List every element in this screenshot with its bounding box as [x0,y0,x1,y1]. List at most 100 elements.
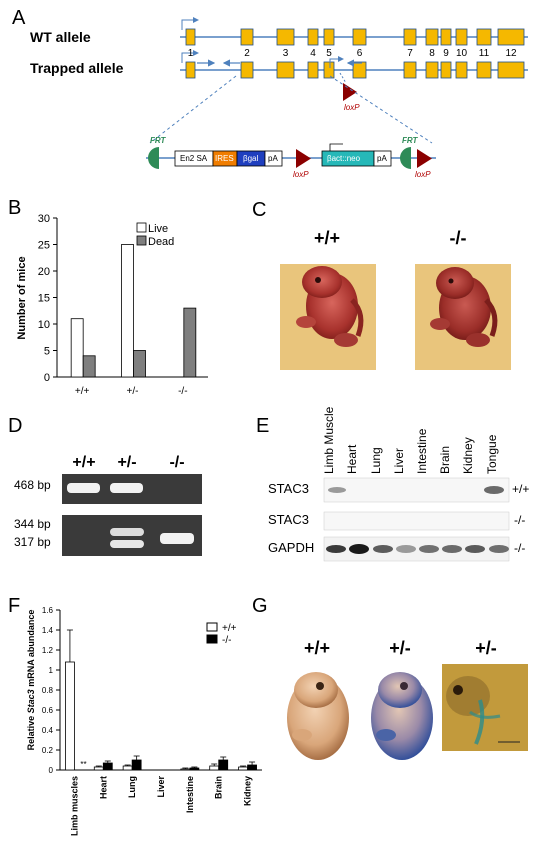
pa-box-1 [264,150,283,167]
embryo-wt [296,266,364,347]
chart-f-ytick-label: 0.2 [42,746,54,755]
loxp-label-mid: loxP [293,170,309,179]
loxp-label-top: loxP [344,103,360,112]
tissue-labels: Limb Muscle Heart Lung Liver Intestine Brain K… [322,406,499,474]
exon-number-5: 5 [326,48,332,59]
trapped-exon-12 [497,61,525,79]
band-ko-317 [160,533,194,544]
band-gapdh [465,545,485,553]
chart-b-bar [133,350,146,378]
chart-f-bar [102,762,113,771]
trapped-allele-label: Trapped allele [30,60,124,76]
band-gapdh [373,545,393,553]
tissue-label: Kidney [461,437,475,474]
band-wt-468 [67,483,100,493]
wt-exon-12 [497,28,525,46]
gel-lane-het: +/- [117,454,136,471]
embryo-ko [430,267,498,347]
band-gapdh [349,544,369,554]
neo-label: βact::neo [327,154,361,163]
panel-letter-c: C [252,199,266,221]
wt-exon-11 [476,28,492,46]
chart-b-ytick-label: 10 [38,319,50,331]
blot-row-1 [323,477,510,503]
chart-f-legend-label: +/+ [222,623,237,634]
band-stac3-tongue [484,486,504,494]
trapped-exon-11 [476,61,492,79]
expansion-line-left [149,75,237,144]
ires-label: IRES [215,154,234,163]
embryo-g-het [371,672,433,760]
wt-exon-8 [425,28,439,46]
chart-b-ylabel: Number of mice [16,256,28,339]
exon-number-1: 1 [188,48,194,59]
wt-exon-2 [240,28,254,46]
panel-g: G +/+ +/- +/- [252,595,528,760]
chart-b-ytick-label: 20 [38,266,50,278]
chart-b-ytick-label: 5 [44,346,50,358]
chart-f-ytick-label: 1 [49,666,54,675]
chart-f-xtick-label: Limb muscles [69,776,79,836]
trapped-exon-5 [323,61,335,79]
chart-b-legend-swatch [136,222,147,233]
chart-f-bar [209,765,220,771]
panel-letter-a: A [12,7,26,29]
chart-f-bar [247,764,257,771]
panel-letter-f: F [8,595,20,617]
chart-f-significance: ** [80,760,86,769]
wt-exon-5 [323,28,335,46]
tissue-label: Limb Muscle [322,406,336,474]
chart-f-legend-swatch [206,622,218,632]
wt-exons [185,28,525,46]
blot-row-1-genotype: +/+ [512,482,529,496]
chart-f-bar [131,759,142,771]
trapped-exon-6 [352,61,367,79]
chart-b-ytick-label: 25 [38,240,50,252]
embryo-g-label-3: +/- [475,638,497,658]
gel-lane-wt: +/+ [72,454,95,471]
chart-f-bar [93,766,104,771]
chart-b-bar [70,318,84,378]
panel-d: D +/+ +/- -/- 468 bp 344 bp 317 bp [8,415,202,556]
exon-number-6: 6 [357,48,363,59]
pa-label-2: pA [377,154,387,163]
exon-number-10: 10 [456,48,468,59]
embryo-g-label-2: +/- [389,638,411,658]
band-gapdh [442,545,462,553]
band-gapdh [326,545,346,553]
embryo-label-wt: +/+ [314,228,340,248]
gel-bp-468: 468 bp [14,478,51,492]
wt-exon-1 [185,28,196,46]
gel-lane-ko: -/- [169,454,184,471]
panel-f: F Relative Stac3 mRNA abundance 00.20.40… [8,595,262,836]
gel-bp-317: 317 bp [14,535,51,549]
tissue-label: Heart [345,444,359,474]
trapped-exon-4 [307,61,319,79]
chart-f-xtick-label: Lung [127,776,137,798]
trapped-exon-8 [425,61,439,79]
frt-left [148,147,159,169]
chart-b-ytick-label: 0 [44,372,50,384]
pa-label-1: pA [268,154,278,163]
chart-f-ytick-label: 0 [49,766,54,775]
loxp-label-right: loxP [415,170,431,179]
bgal-label: βgal [243,154,259,163]
chart-f-ytick-label: 0.4 [42,726,54,735]
tissue-label: Tongue [485,434,499,474]
band-gapdh [419,545,439,553]
embryo-g-zoom [446,676,520,745]
exon-number-2: 2 [244,48,250,59]
embryo-g-wt [287,672,349,760]
chart-f-bar [238,766,248,771]
tissue-label: Lung [369,447,383,474]
tissue-label: Liver [392,448,406,474]
chart-f-xtick-label: Brain [214,776,224,799]
wt-exon-6 [352,28,367,46]
exon-number-11: 11 [479,48,490,59]
gapdh-bands [326,544,509,554]
pa-box-2 [373,150,392,167]
chart-f-xtick-label: Intestine [185,776,195,813]
chart-b-legend-label: Dead [148,236,174,248]
exon-number-4: 4 [310,48,316,59]
trapped-exon-3 [276,61,295,79]
